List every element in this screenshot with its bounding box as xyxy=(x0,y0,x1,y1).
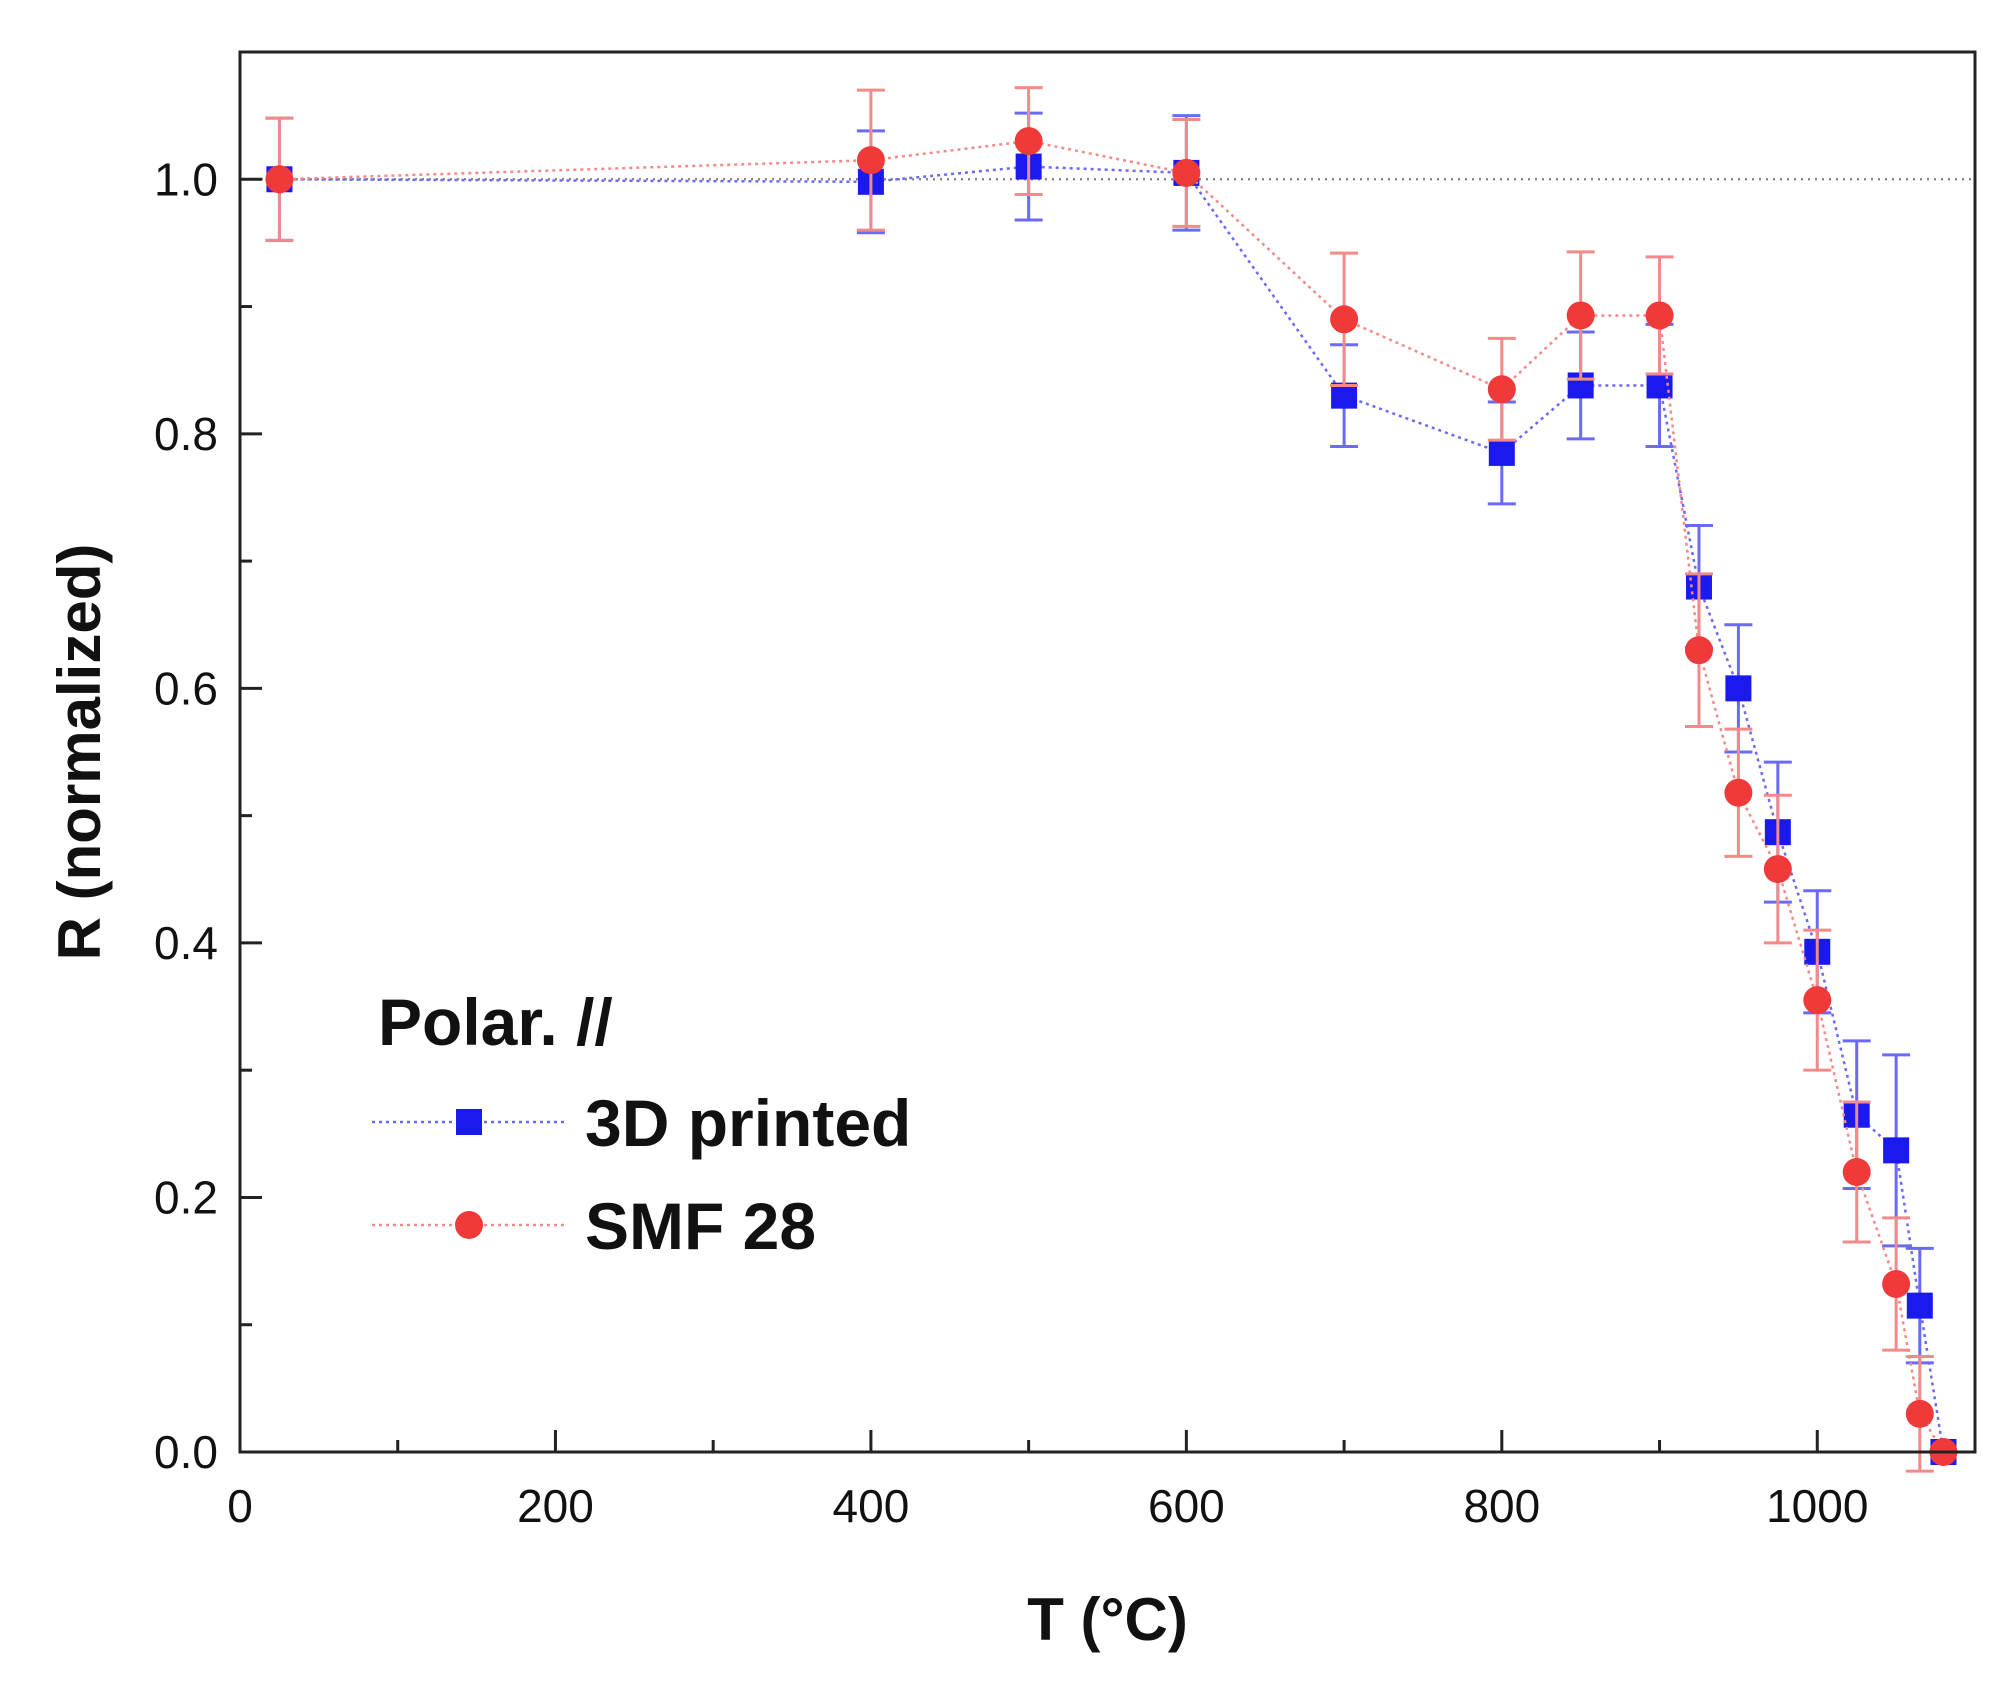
data-point xyxy=(1803,986,1832,1015)
legend-marker xyxy=(456,1109,482,1135)
data-point xyxy=(1763,855,1792,884)
legend: Polar. // 3D printed SMF 28 xyxy=(372,985,911,1263)
x-tick-label: 600 xyxy=(1148,1480,1225,1532)
data-point xyxy=(1645,301,1674,330)
plot-frame xyxy=(238,50,1977,1454)
data-point xyxy=(1331,382,1358,409)
x-tick-label: 1000 xyxy=(1766,1480,1868,1532)
series-group xyxy=(265,86,1958,1473)
legend-title: Polar. // xyxy=(378,985,613,1059)
x-tick-label: 0 xyxy=(227,1480,253,1532)
data-point xyxy=(1488,439,1515,466)
data-point xyxy=(1906,1292,1933,1319)
data-point xyxy=(1842,1158,1871,1186)
data-point xyxy=(1014,127,1043,156)
legend-marker xyxy=(455,1211,483,1239)
legend-label: 3D printed xyxy=(585,1086,911,1160)
y-tick-label: 0.4 xyxy=(154,917,218,969)
y-axis-title: R (normalized) xyxy=(46,544,113,961)
data-point xyxy=(1172,158,1201,187)
data-point xyxy=(265,165,294,194)
series-square xyxy=(265,111,1957,1465)
data-point xyxy=(1684,636,1713,665)
x-tick-label: 200 xyxy=(517,1480,594,1532)
y-tick-label: 0.8 xyxy=(154,408,218,460)
axes-group: 0 200 400 600 800 1000 0.0 0.2 0.4 0.6 0.8 1.0 xyxy=(154,153,1868,1532)
data-point xyxy=(1330,305,1359,334)
data-point xyxy=(1566,301,1595,330)
series-line xyxy=(279,139,1945,1453)
data-point xyxy=(1724,778,1753,807)
x-tick-label: 400 xyxy=(833,1480,910,1532)
y-tick-label: 0.2 xyxy=(154,1171,218,1223)
data-point xyxy=(1883,1137,1910,1164)
data-point xyxy=(856,146,885,175)
series-line xyxy=(279,165,1945,1453)
x-axis-title: T (°C) xyxy=(1027,1586,1188,1653)
series-circle xyxy=(265,86,1958,1473)
data-point xyxy=(1487,375,1516,404)
y-tick-label: 0.0 xyxy=(154,1426,218,1478)
data-point xyxy=(1905,1399,1934,1428)
y-tick-label: 0.6 xyxy=(154,662,218,714)
legend-label: SMF 28 xyxy=(585,1189,816,1263)
data-point xyxy=(1882,1270,1911,1298)
x-tick-label: 800 xyxy=(1463,1480,1540,1532)
y-tick-label: 1.0 xyxy=(154,153,218,205)
data-point xyxy=(1725,675,1752,702)
